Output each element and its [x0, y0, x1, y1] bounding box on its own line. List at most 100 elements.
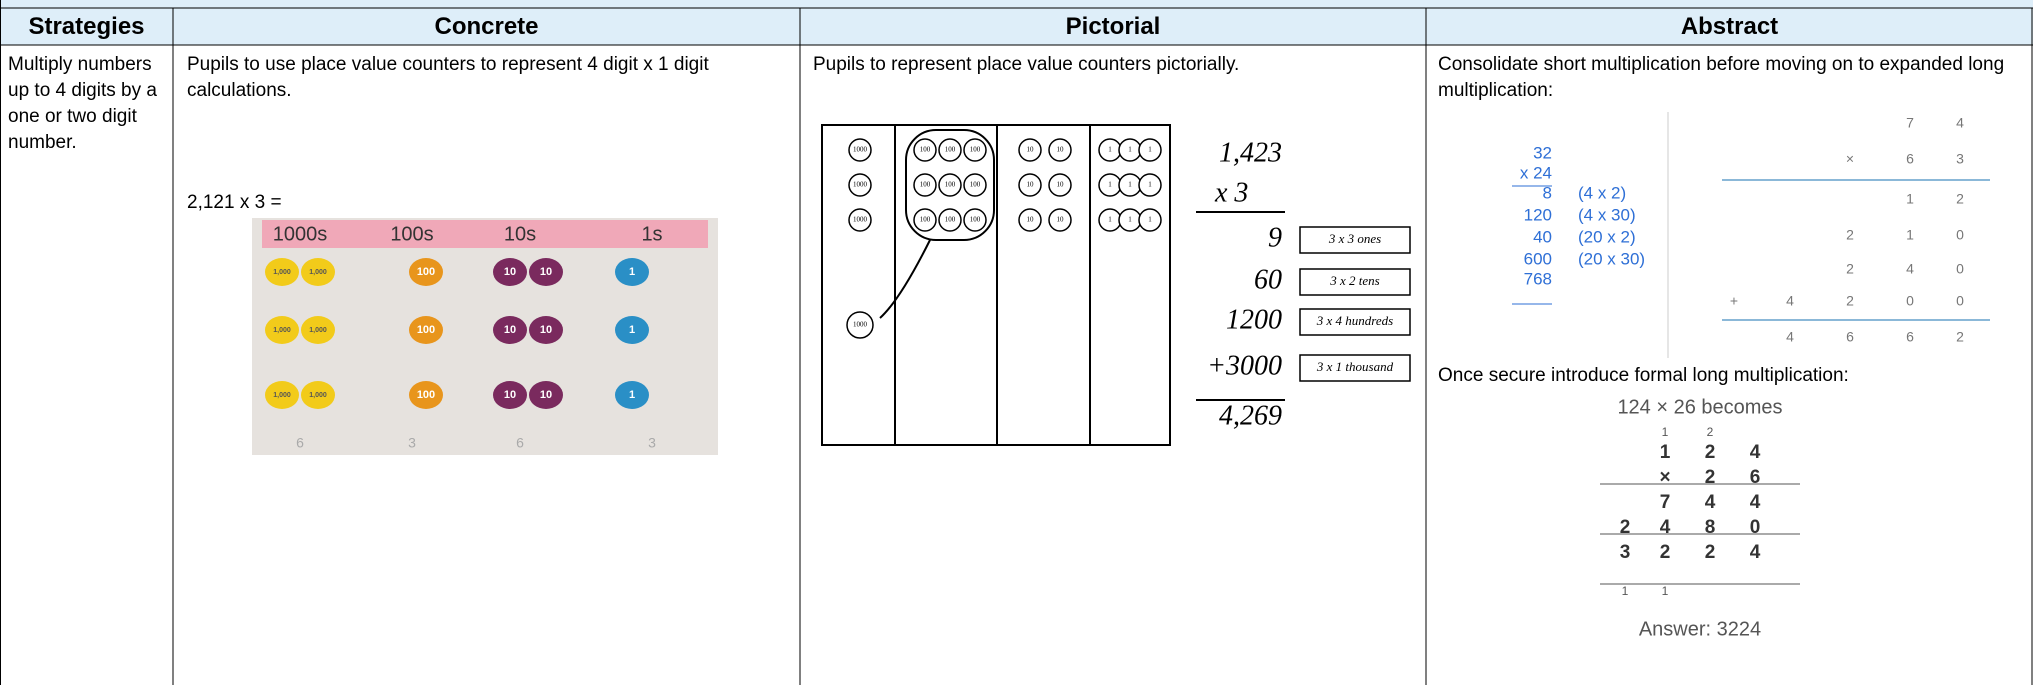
- drawn-counter: [963, 173, 987, 197]
- counter-label: 10: [540, 389, 552, 401]
- counter-label: 10: [504, 324, 516, 336]
- formal-digit: 8: [1705, 517, 1716, 538]
- carry: 2: [1707, 425, 1714, 439]
- handwritten-note: 3 x 3 ones: [1328, 231, 1381, 246]
- drawn-counter-label: 10: [1057, 146, 1065, 154]
- drawn-counter-label: 1: [1128, 181, 1132, 189]
- formal-digit: 2: [1620, 517, 1631, 538]
- counter: [409, 381, 443, 409]
- carry: 1: [1662, 584, 1669, 598]
- drawn-counter: [1048, 208, 1072, 232]
- drawn-counter: [848, 138, 872, 162]
- drawn-counter-label: 1000: [853, 216, 868, 224]
- counter: [265, 381, 299, 409]
- photo-footer: 3: [408, 435, 416, 451]
- strategy: Multiply numbers up to 4 digits by a one…: [8, 54, 157, 153]
- drawn-counter-label: 100: [970, 216, 981, 224]
- drawn-counter: [1138, 138, 1162, 162]
- handwritten-note: 3 x 1 thousand: [1316, 359, 1394, 374]
- counter-label: 1,000: [309, 269, 327, 276]
- drawn-counter-label: 10: [1027, 216, 1035, 224]
- counter: [615, 381, 649, 409]
- counter: [301, 258, 335, 286]
- handwritten-note: 3 x 2 tens: [1329, 273, 1379, 288]
- photo-label: 1000s: [273, 223, 328, 245]
- photo-footer: 6: [296, 435, 304, 451]
- carry: 1: [1622, 584, 1629, 598]
- grid-digit: 6: [1846, 329, 1854, 345]
- expanded-note: (4 x 30): [1578, 205, 1636, 224]
- concrete-text: Pupils to use place value counters to re…: [187, 54, 709, 101]
- counter: [493, 381, 527, 409]
- grid-digit: 2: [1956, 191, 1964, 207]
- formal-digit: 2: [1705, 467, 1716, 488]
- counter: [409, 258, 443, 286]
- grid-digit: 7: [1906, 115, 1914, 131]
- counter: [493, 316, 527, 344]
- counter: [301, 381, 335, 409]
- note-box: [1299, 268, 1411, 296]
- counter: [529, 316, 563, 344]
- grid-digit: ×: [1846, 151, 1854, 167]
- formal-digit: 2: [1705, 542, 1716, 563]
- drawn-counter-label: 100: [920, 181, 931, 189]
- drawn-counter: [1138, 173, 1162, 197]
- counter-label: 100: [417, 389, 435, 401]
- counter-label: 100: [417, 324, 435, 336]
- counter-label: 1: [629, 266, 635, 278]
- drawn-counter-label: 1: [1148, 216, 1152, 224]
- abstract-text: Consolidate short multiplication before …: [1438, 54, 2005, 101]
- counter-label: 10: [504, 389, 516, 401]
- counter-label: 1,000: [273, 327, 291, 334]
- answer: Answer: 3224: [1639, 618, 1761, 640]
- drawing-arrow: [879, 239, 931, 319]
- header: Strategies: [28, 13, 145, 40]
- drawn-counter-label: 100: [945, 146, 956, 154]
- counter-label: 100: [417, 266, 435, 278]
- handwritten-sum: 60: [1254, 264, 1282, 295]
- drawn-counter-label: 10: [1057, 216, 1065, 224]
- counter-label: 10: [540, 266, 552, 278]
- counter: [493, 258, 527, 286]
- drawn-counter: [1048, 173, 1072, 197]
- counter: [529, 381, 563, 409]
- grid-digit: 6: [1906, 329, 1914, 345]
- carry: 1: [1662, 425, 1669, 439]
- pictorial-text: Pupils to represent place value counters…: [813, 54, 1240, 75]
- formal-digit: 4: [1750, 442, 1761, 463]
- drawn-counter: [1138, 208, 1162, 232]
- formal-digit: 0: [1750, 517, 1761, 538]
- formal-digit: 7: [1660, 492, 1671, 513]
- counter: [615, 258, 649, 286]
- drawn-counter: [938, 173, 962, 197]
- drawn-counter-label: 100: [920, 146, 931, 154]
- drawn-counter-label: 100: [945, 181, 956, 189]
- grid-digit: 0: [1956, 227, 1964, 243]
- grid-digit: 1: [1906, 227, 1914, 243]
- drawn-counter-label: 1: [1148, 146, 1152, 154]
- expanded-note: (4 x 2): [1578, 183, 1626, 202]
- grid-digit: 2: [1846, 261, 1854, 277]
- abstract-text: Once secure introduce formal long multip…: [1438, 365, 1849, 386]
- drawn-counter-label: 1: [1108, 216, 1112, 224]
- photo-label: 10s: [504, 223, 536, 245]
- drawn-counter: [848, 173, 872, 197]
- formal-digit: ×: [1659, 467, 1670, 488]
- counter: [615, 316, 649, 344]
- expanded-number: 40: [1533, 227, 1552, 246]
- header: Pictorial: [1065, 13, 1161, 40]
- photo-label: 1s: [641, 223, 662, 245]
- photo-footer: 3: [648, 435, 656, 451]
- grid-digit: 2: [1956, 329, 1964, 345]
- counter-label: 10: [504, 266, 516, 278]
- grid-digit: 4: [1786, 293, 1794, 309]
- drawn-counter-label: 1: [1128, 146, 1132, 154]
- header: Concrete: [434, 13, 539, 40]
- drawn-counter-label: 10: [1057, 181, 1065, 189]
- counter: [529, 258, 563, 286]
- drawn-counter-label: 1000: [853, 321, 868, 329]
- handwritten-note: 3 x 4 hundreds: [1316, 313, 1393, 328]
- counter-label: 1,000: [273, 392, 291, 399]
- counter-label: 1: [629, 389, 635, 401]
